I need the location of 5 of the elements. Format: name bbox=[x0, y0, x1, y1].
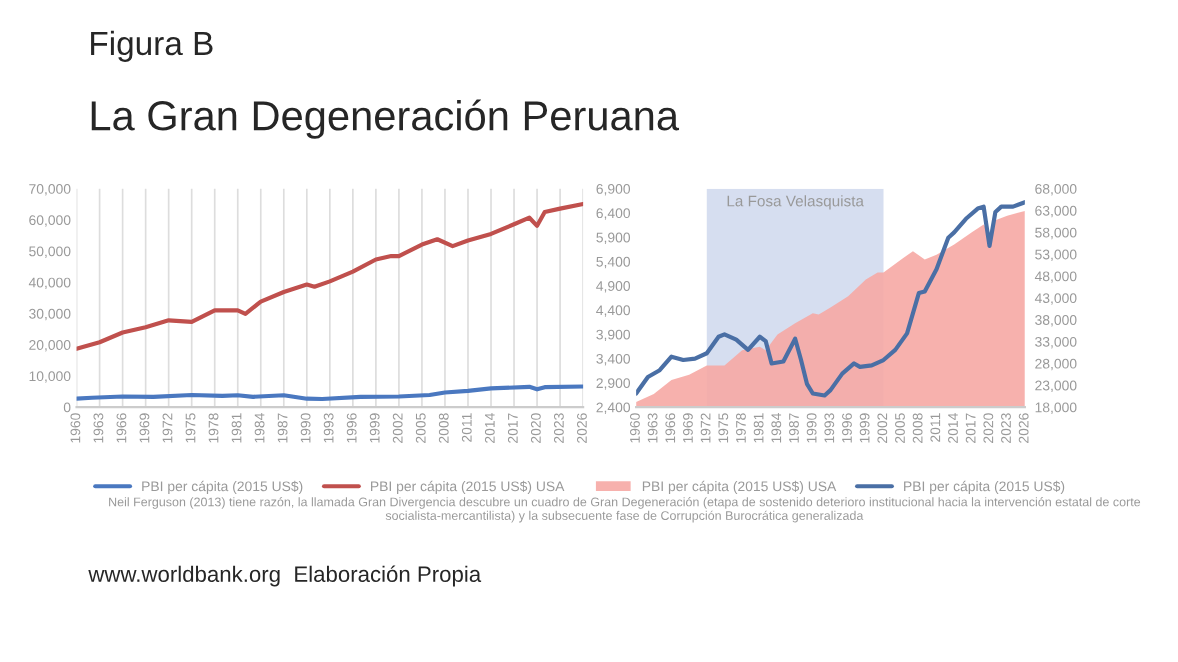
line-series bbox=[76, 201, 584, 351]
chart-title: Figura B bbox=[91, 30, 213, 62]
line-series bbox=[76, 384, 584, 402]
text: www.worldbank.org Elaboración Propia bbox=[88, 565, 482, 587]
chart-subtitle: La Gran Degeneración Peruana bbox=[91, 99, 680, 139]
